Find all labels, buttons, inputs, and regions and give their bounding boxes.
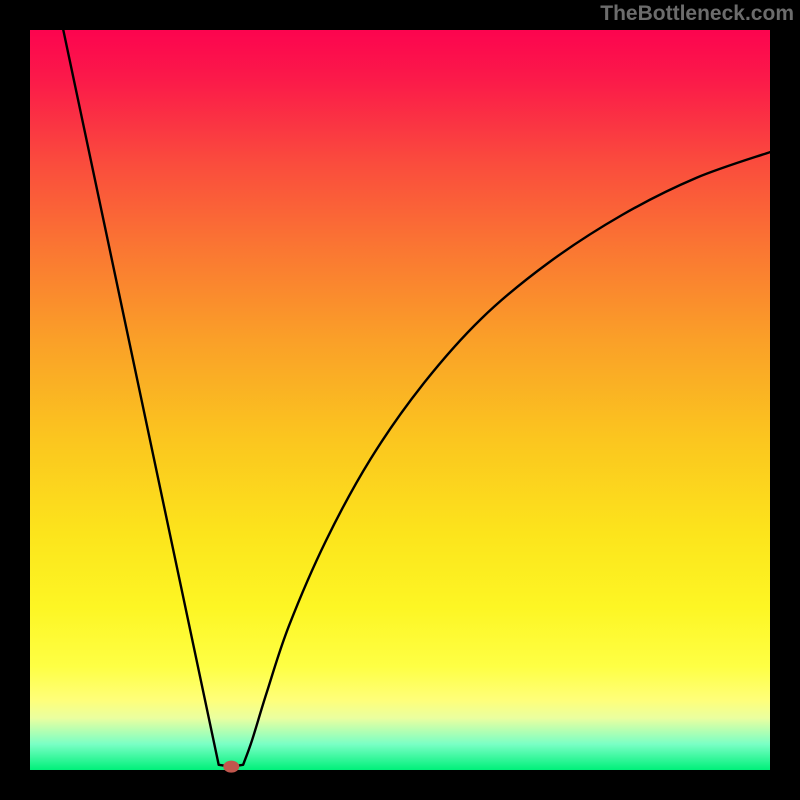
chart-root: TheBottleneck.com [0, 0, 800, 800]
sweet-spot-marker [223, 761, 239, 773]
bottleneck-curve-plot [0, 0, 800, 800]
watermark-text: TheBottleneck.com [600, 2, 794, 26]
